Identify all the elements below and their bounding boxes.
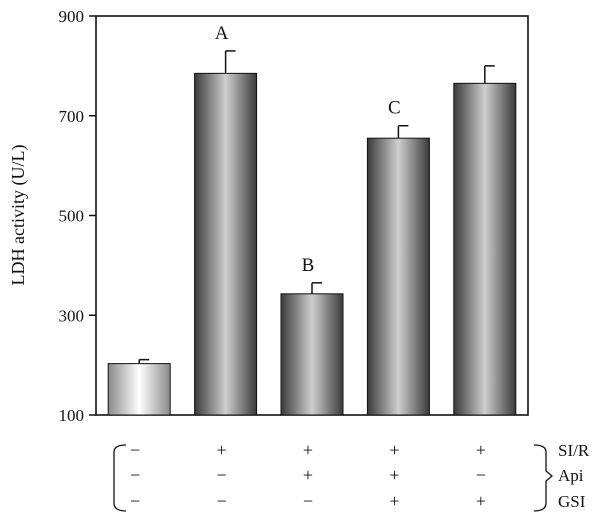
condition-sign-api-4: +	[389, 465, 399, 485]
significance-label-b: B	[302, 255, 315, 276]
y-tick-label-300: 300	[59, 306, 85, 325]
error-bars	[138, 50, 495, 364]
condition-label-sir: SI/R	[558, 441, 590, 460]
y-tick-label-500: 500	[59, 207, 85, 226]
condition-label-gsi: GSI	[558, 492, 586, 511]
condition-sign-sir-4: +	[389, 440, 399, 460]
condition-sign-api-2: −	[217, 465, 227, 485]
y-axis-title: LDH activity (U/L)	[8, 145, 29, 286]
bar-4	[366, 137, 430, 416]
condition-sign-sir-2: +	[217, 440, 227, 460]
y-tick-label-900: 900	[59, 7, 85, 26]
condition-sign-gsi-1: −	[130, 491, 140, 511]
significance-labels: A B C	[215, 23, 401, 276]
condition-sign-api-3: +	[303, 465, 313, 485]
bar-5	[453, 82, 517, 416]
significance-label-c: C	[388, 98, 401, 119]
significance-label-a: A	[215, 23, 229, 44]
condition-sign-gsi-4: +	[389, 491, 399, 511]
left-bracket	[113, 444, 127, 512]
bar-3	[280, 293, 344, 416]
condition-sign-gsi-3: −	[303, 491, 313, 511]
condition-table: − + + + + SI/R − − + + − Api − − − + + GSI	[113, 440, 590, 512]
y-axis: 100 300 500 700 900	[59, 7, 96, 425]
bar-2	[194, 72, 258, 416]
bars	[107, 72, 517, 416]
bar-1	[107, 363, 171, 416]
condition-sign-sir-5: +	[476, 440, 486, 460]
condition-sign-api-1: −	[130, 465, 140, 485]
y-tick-label-100: 100	[59, 406, 85, 425]
condition-sign-gsi-5: +	[476, 491, 486, 511]
condition-sign-api-5: −	[476, 465, 486, 485]
condition-sign-gsi-2: −	[217, 491, 227, 511]
condition-label-api: Api	[558, 466, 584, 485]
right-brace	[533, 444, 554, 512]
condition-sign-sir-3: +	[303, 440, 313, 460]
condition-sign-sir-1: −	[130, 440, 140, 460]
y-tick-label-700: 700	[59, 107, 85, 126]
